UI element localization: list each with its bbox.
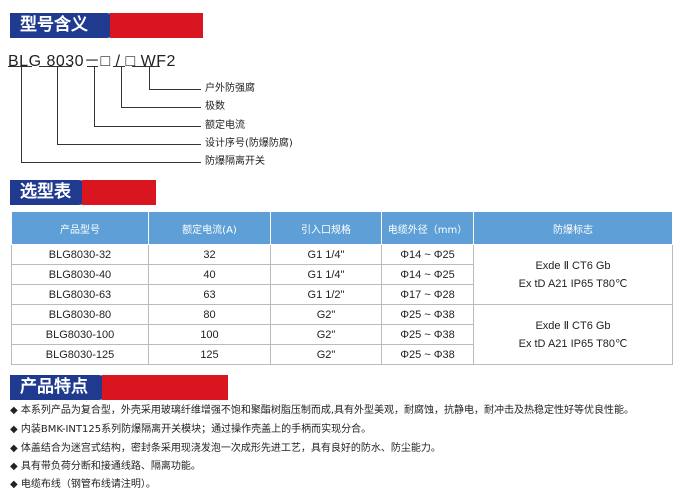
table-cell: Φ25 ~ Φ38 (381, 324, 474, 345)
table-cell: BLG8030-40 (11, 264, 149, 285)
feature-item: ◆ 内装BMK-INT125系列防爆隔离开关模块；通过操作壳盖上的手柄而实现分合… (10, 424, 372, 435)
table-cell: 80 (148, 304, 271, 325)
model-label: 设计序号(防爆防腐) (205, 138, 293, 149)
model-label: 防爆隔离开关 (205, 156, 265, 167)
table-cell: BLG8030-80 (11, 304, 149, 325)
table-cell: Φ14 ~ Φ25 (381, 264, 474, 285)
model-label: 极数 (205, 101, 225, 112)
table-cell: Φ14 ~ Φ25 (381, 244, 474, 265)
feature-item: ◆ 体盖结合为迷宫式结构，密封条采用现浇发泡一次成形先进工艺，具有良好的防水、防… (10, 443, 441, 454)
table-row: BLG8030-100 100 G2" Φ25 ~ Φ38 (11, 324, 673, 345)
table-cell: Φ17 ~ Φ28 (381, 284, 474, 305)
table-cell: Φ25 ~ Φ38 (381, 344, 474, 365)
feature-item: ◆ 具有带负荷分断和接通线路、隔离功能。 (10, 461, 201, 472)
ex-mark: Exde Ⅱ CT6 Gb Ex tD A21 IP65 T80℃ (473, 244, 673, 305)
table-cell: G1 1/2" (270, 284, 382, 305)
table-cell: 100 (148, 324, 271, 345)
table-cell: BLG8030-100 (11, 324, 149, 345)
section-header-features: 产品特点 (10, 375, 228, 400)
table-cell: G1 1/4" (270, 244, 382, 265)
table-cell: 63 (148, 284, 271, 305)
model-label: 额定电流 (205, 120, 245, 131)
table-cell: G2" (270, 344, 382, 365)
table-cell: 40 (148, 264, 271, 285)
table-cell: 125 (148, 344, 271, 365)
table-row: BLG8030-80 80 G2" Φ25 ~ Φ38 Exde Ⅱ CT6 Gb Ex… (11, 304, 673, 365)
table-cell: BLG8030-125 (11, 344, 149, 365)
table-cell: BLG8030-63 (11, 284, 149, 305)
feature-item: ◆ 电缆布线（钢管布线请注明）。 (10, 479, 156, 490)
section-header-selection: 选型表 (10, 180, 156, 205)
table-cell: Φ25 ~ Φ38 (381, 304, 474, 325)
table-row: BLG8030-32 32 G1 1/4" Φ14 ~ Φ25 Exde Ⅱ CT6 … (11, 244, 673, 305)
ex-mark: Exde Ⅱ CT6 Gb Ex tD A21 IP65 T80℃ (473, 304, 673, 365)
table-cell: G2" (270, 304, 382, 325)
feature-item: ◆ 本系列产品为复合型，外壳采用玻璃纤维增强不饱和聚酯树脂压制而成,具有外型美观… (10, 405, 635, 416)
model-label: 户外防强腐 (205, 83, 255, 94)
table-row: BLG8030-125 125 G2" Φ25 ~ Φ38 (11, 344, 673, 365)
table-cell: BLG8030-32 (11, 244, 149, 265)
section-header-model-meaning: 型号含义 (10, 13, 203, 38)
table-cell: G1 1/4" (270, 264, 382, 285)
table-cell: G2" (270, 324, 382, 345)
model-code: BLG 8030－□ / □ WF2 (8, 53, 176, 70)
selection-table: 产品型号 额定电流(A) 引入口规格 电缆外径（mm） 防爆标志 BLG8030… (11, 211, 673, 365)
table-cell: 32 (148, 244, 271, 265)
